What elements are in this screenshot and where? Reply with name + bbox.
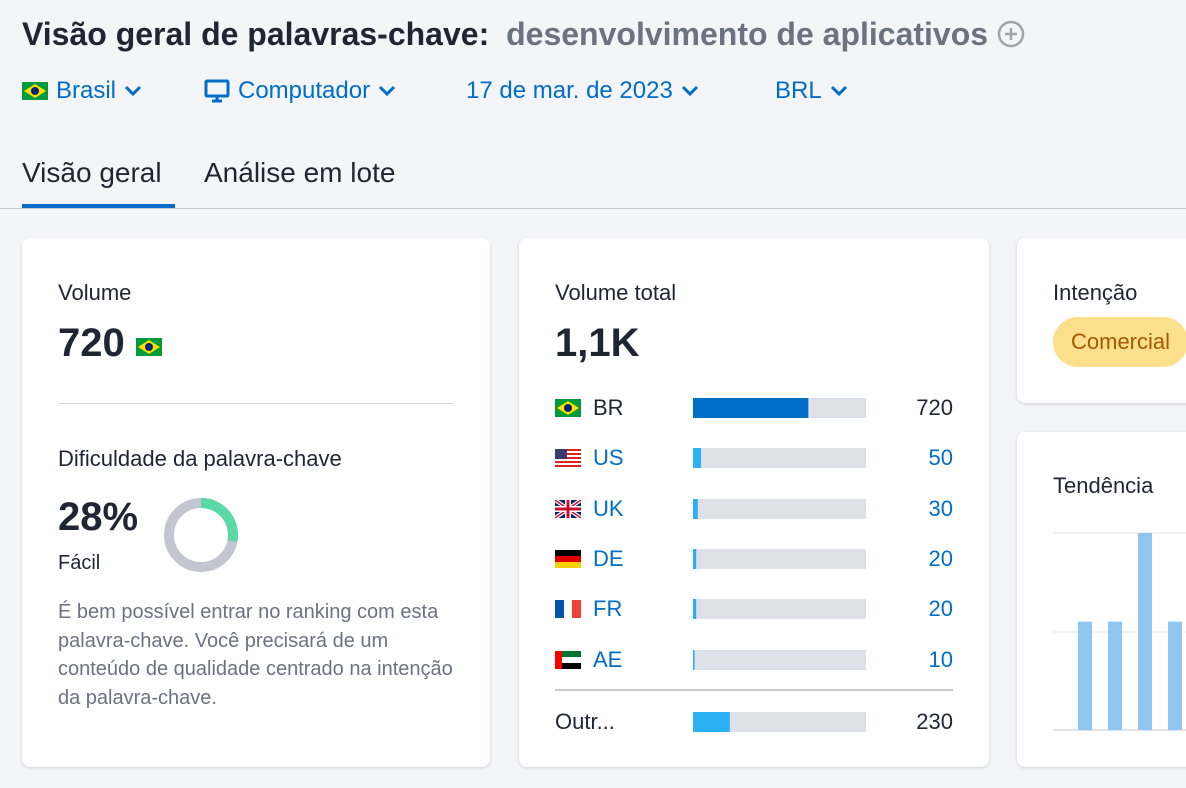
intent-label: Intenção [1053,280,1138,305]
bar-track [693,448,866,468]
difficulty-label: Dificuldade da palavra-chave [58,446,342,471]
bar [693,599,697,619]
device-filter[interactable]: Computador [204,76,396,106]
others-volume: 230 [916,709,953,734]
intent-card: Intenção Comercial [1017,238,1186,403]
country-volume: 20 [928,596,953,621]
trend-bar [1108,621,1122,730]
bar [693,650,695,670]
desktop-icon [204,79,230,103]
total-label: Volume total [555,280,677,305]
total-value: 1,1K [555,321,640,365]
country-row: BR 720 [555,393,953,423]
country-row[interactable]: UK 30 [555,494,953,524]
filter-label: Computador [238,77,371,104]
country-code: US [593,445,624,470]
country-code: BR [593,395,624,420]
bar-track [693,712,866,732]
country-code: AE [593,647,623,672]
bar [693,712,730,732]
intent-badge: Comercial [1053,317,1186,367]
country-code: DE [593,546,624,571]
bar-track [693,599,866,619]
volume-card: Volume 720 Dificuldade da palavra-chave … [22,238,490,767]
bar [693,549,697,569]
bar-track [693,398,866,418]
others-label: Outr... [555,709,615,734]
trend-bar [1138,533,1152,730]
country-volume: 50 [928,445,953,470]
country-volume: 720 [916,395,953,420]
filter-label: 17 de mar. de 2023 [466,77,673,104]
tabs-border [0,208,1186,209]
page-title: Visão geral de palavras-chave: desenvolv… [22,14,1025,54]
volume-number: 720 [58,321,125,365]
flag-us [555,449,581,467]
tab-underline [22,204,175,209]
flag-br [135,338,162,356]
difficulty-level: Fácil [58,552,101,574]
country-row[interactable]: FR 20 [555,594,953,624]
filter-label: BRL [775,77,822,104]
divider [555,689,953,691]
country-volume: 30 [928,496,953,521]
flag-br [555,399,581,417]
tab-active[interactable]: Visão geral [22,157,162,188]
trend-bar [1078,621,1092,730]
currency-filter[interactable]: BRL [775,76,848,106]
filter-label: Brasil [56,77,117,104]
add-icon[interactable] [997,20,1025,48]
bar [693,398,809,418]
total-volume-card: Volume total 1,1K BR 720 US 50 UK 30 DE … [519,238,989,767]
flag-uk [555,500,581,518]
country-filter[interactable]: Brasil [22,76,142,106]
country-code: UK [593,496,624,521]
bar [693,499,698,519]
difficulty-value: 28% [58,495,139,539]
volume-label: Volume [58,280,132,305]
bar-track [693,650,866,670]
keyword: desenvolvimento de aplicativos [506,16,989,52]
country-code: FR [593,596,623,621]
chevron [379,85,396,97]
tab[interactable]: Análise em lote [204,157,396,188]
bar-track [693,499,866,519]
country-row[interactable]: AE 10 [555,645,953,675]
chevron [681,85,698,97]
chevron [124,85,142,97]
bar-track [693,549,866,569]
country-row[interactable]: DE 20 [555,544,953,574]
chevron [830,85,847,97]
donut-arc [164,498,238,572]
flag-br [22,82,48,100]
title: Visão geral de palavras-chave: [22,16,490,52]
others-row: Outr... 230 [555,707,953,737]
trend-chart [1053,532,1186,731]
country-volume: 20 [928,546,953,571]
country-row[interactable]: US 50 [555,443,953,473]
difficulty-description: É bem possível entrar no ranking com est… [58,601,453,709]
flag-ae [555,651,581,669]
trend-bar [1168,621,1182,730]
bar [693,448,702,468]
volume-value: 720 [58,319,162,367]
flag-de [555,550,581,568]
trend-card: Tendência [1017,432,1186,767]
country-volume: 10 [928,647,953,672]
flag-fr [555,600,581,618]
trend-label: Tendência [1053,473,1154,498]
divider [58,403,454,404]
date-filter[interactable]: 17 de mar. de 2023 [466,76,699,106]
difficulty-donut [164,498,238,572]
